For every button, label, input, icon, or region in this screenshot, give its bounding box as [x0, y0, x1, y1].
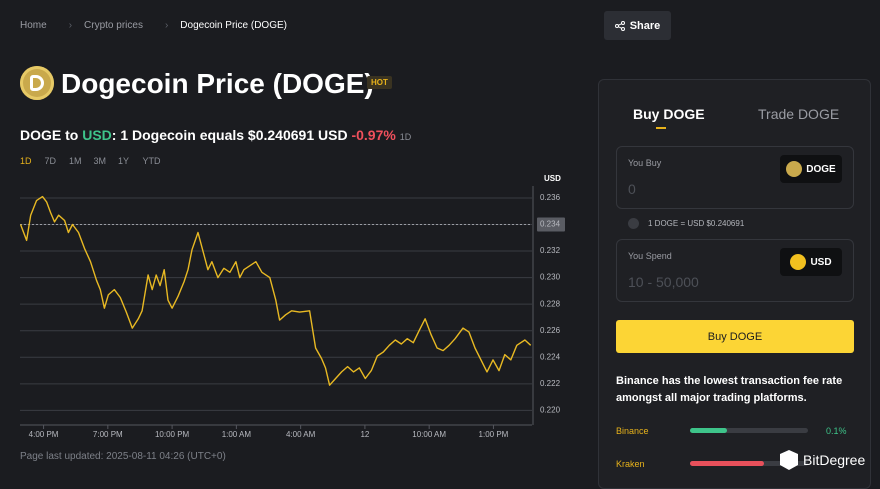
price-text: : 1 Dogecoin equals $0.240691 USD: [111, 127, 348, 143]
timeframes: 1D 7D 1M 3M 1Y YTD: [20, 156, 167, 166]
timeframe[interactable]: YTD: [142, 156, 161, 166]
currency-chip[interactable]: USD: [780, 248, 842, 276]
y-tick-label: 0.224: [540, 352, 561, 361]
fee-bar: [690, 461, 764, 466]
price-marker-box: [537, 217, 565, 232]
price-line: [19, 195, 532, 386]
y-tick-label: 0.228: [540, 299, 561, 308]
change-period: 1D: [399, 132, 412, 142]
buy-button[interactable]: Buy DOGE: [616, 320, 854, 353]
x-tick-label: 1:00 PM: [479, 430, 509, 439]
y-tick-label: 0.226: [540, 326, 561, 335]
currency-chip[interactable]: DOGE: [780, 155, 842, 183]
page-title: Dogecoin Price (DOGE): [61, 68, 374, 99]
timeframe[interactable]: 1M: [69, 156, 82, 166]
breadcrumb: Home › Crypto prices › Dogecoin Price (DOG…: [20, 20, 287, 31]
fee-track: [690, 428, 808, 433]
x-tick-label: 4:00 AM: [286, 430, 316, 439]
breadcrumb-current: Dogecoin Price (DOGE): [180, 20, 287, 31]
price-text: DOGE to: [20, 127, 79, 143]
share-label: Share: [629, 19, 661, 32]
x-tick-label: 4:00 PM: [29, 430, 59, 439]
timeframe[interactable]: 3M: [93, 156, 107, 166]
y-tick-label: 0.232: [540, 246, 561, 255]
x-tick-label: 12: [360, 430, 369, 439]
chip-label: USD: [810, 256, 832, 268]
fee-label: 0.1%: [826, 426, 847, 436]
spend-box: [616, 239, 854, 302]
x-tick-label: 10:00 AM: [412, 430, 446, 439]
breadcrumb-link[interactable]: Home: [20, 20, 47, 31]
y-axis-label: USD: [544, 174, 561, 183]
y-tick-label: 0.220: [540, 406, 561, 415]
timeframe[interactable]: 1D: [20, 156, 32, 166]
rate: 1 DOGE = USD $0.240691: [648, 219, 745, 228]
y-tick-label: 0.222: [540, 379, 561, 388]
y-tick-label: 0.230: [540, 273, 561, 282]
hot-badge: HOT: [367, 76, 392, 89]
trade-panel: [598, 79, 871, 489]
y-tick-label: 0.234: [540, 220, 561, 229]
breadcrumb-link[interactable]: Crypto prices: [84, 20, 143, 31]
y-tick-label: 0.236: [540, 193, 561, 202]
coin-icon: [20, 66, 54, 100]
price-chart: USD 0.220 0.222 0.224 0.226 0.228 0.230 0.232 0.…: [19, 174, 565, 439]
brand-name: BitDegree: [803, 452, 866, 468]
share-button[interactable]: Share: [604, 11, 671, 40]
tab[interactable]: Trade DOGE: [758, 106, 840, 122]
exchange-name: Binance: [616, 426, 649, 436]
tab-active[interactable]: Buy DOGE: [633, 106, 705, 129]
buy-box: [616, 146, 854, 209]
spend-label: You Spend: [628, 251, 672, 261]
timeframe[interactable]: 7D: [44, 156, 57, 166]
chip-label: DOGE: [806, 163, 836, 175]
fee-note: Binance has the lowest transaction fee r…: [616, 375, 843, 404]
x-tick-label: 1:00 AM: [222, 430, 252, 439]
rate-icon: [628, 218, 639, 229]
currency-link[interactable]: USD: [82, 127, 112, 143]
price-line: DOGE to USD: 1 Dogecoin equals $0.240691…: [20, 127, 411, 143]
last-updated: Page last updated: 2025-08-11 04:26 (UTC…: [20, 451, 226, 462]
buy-label: You Buy: [628, 158, 662, 168]
x-tick-label: 10:00 PM: [155, 430, 190, 439]
fee-bar: [690, 428, 727, 433]
brand: BitDegree: [780, 450, 865, 470]
spend-input[interactable]: 10 - 50,000: [628, 274, 699, 290]
price-change: -0.97%: [351, 127, 396, 143]
buy-input[interactable]: 0: [628, 181, 636, 197]
x-tick-label: 7:00 PM: [93, 430, 123, 439]
timeframe[interactable]: 1Y: [118, 156, 130, 166]
exchange-name: Kraken: [616, 459, 645, 469]
